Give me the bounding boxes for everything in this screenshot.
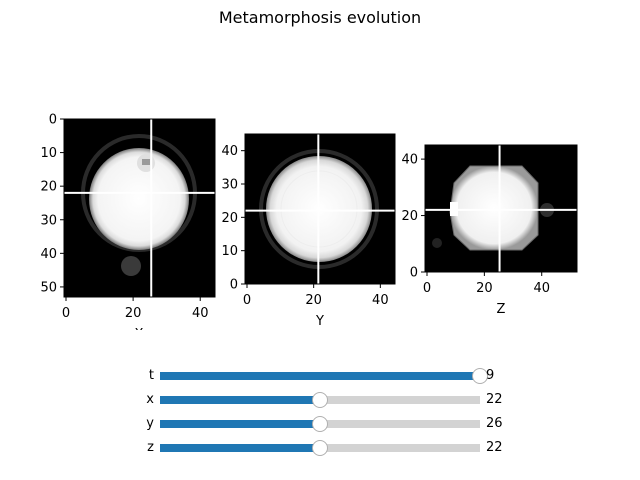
slider-x-label: x: [146, 392, 154, 407]
object-spot: [142, 159, 150, 165]
slider-t[interactable]: t 9: [140, 366, 520, 386]
object-blob: [449, 165, 539, 251]
x-tick-label: 0: [243, 293, 251, 308]
axes-frame: [244, 133, 396, 285]
slider-z-track[interactable]: [160, 440, 480, 456]
slider-x-handle[interactable]: [312, 392, 328, 408]
x-tick-label: 0: [423, 281, 431, 296]
axes-frame: [424, 144, 578, 273]
x-ticks: 0 20 40: [423, 272, 550, 296]
x-axis-label: X: [135, 327, 144, 330]
slider-x-fill: [160, 396, 320, 404]
y-tick-label: 0: [49, 113, 57, 128]
x-tick-label: 20: [476, 281, 493, 296]
slider-z-label: z: [147, 440, 154, 455]
y-tick-label: 40: [221, 144, 238, 159]
y-tick-label: 10: [40, 146, 57, 161]
slider-y-value: 26: [486, 416, 503, 431]
slider-z-value: 22: [486, 440, 503, 455]
y-tick-label: 0: [230, 278, 238, 293]
panel-x-view[interactable]: 0 20 40 0 10 20 30 40 50 X: [0, 0, 640, 330]
x-axis-label: Y: [315, 314, 324, 329]
y-tick-label: 0: [410, 266, 418, 281]
panel-z-view[interactable]: 0 20 40 0 20 40 Z: [0, 0, 640, 330]
figure-title: Metamorphosis evolution: [218, 8, 422, 27]
y-ticks: 0 20 40: [401, 153, 425, 281]
slider-y-track[interactable]: [160, 416, 480, 432]
y-tick-label: 30: [40, 213, 57, 228]
object-side-spot: [432, 238, 442, 248]
y-tick-label: 50: [40, 280, 57, 295]
slider-t-handle[interactable]: [472, 368, 488, 384]
x-tick-label: 40: [372, 293, 389, 308]
slider-t-fill: [160, 372, 480, 380]
x-tick-label: 0: [62, 306, 70, 321]
y-tick-label: 30: [221, 178, 238, 193]
object-blob: [89, 148, 189, 250]
y-ticks: 0 10 20 30 40: [221, 144, 245, 293]
slider-z[interactable]: z 22: [140, 438, 520, 458]
y-tick-label: 20: [401, 209, 418, 224]
slider-x[interactable]: x 22: [140, 390, 520, 410]
slider-t-track[interactable]: [160, 368, 488, 384]
slider-y[interactable]: y 26: [140, 414, 520, 434]
slider-z-fill: [160, 444, 320, 452]
y-ticks: 0 10 20 30 40 50: [40, 113, 64, 295]
x-axis-label: Z: [497, 302, 506, 317]
x-tick-label: 20: [125, 306, 142, 321]
slider-t-value: 9: [486, 368, 495, 383]
axes-frame: [63, 118, 216, 298]
x-tick-label: 40: [192, 306, 209, 321]
object-shadow-blob: [121, 256, 141, 276]
slider-y-handle[interactable]: [312, 416, 328, 432]
y-tick-label: 40: [401, 153, 418, 168]
panel-y-view[interactable]: 0 20 40 0 10 20 30 40 Y: [0, 0, 640, 330]
x-tick-label: 40: [533, 281, 550, 296]
y-tick-label: 40: [40, 247, 57, 262]
slider-z-handle[interactable]: [312, 440, 328, 456]
slider-y-fill: [160, 420, 320, 428]
y-tick-label: 20: [40, 180, 57, 195]
x-tick-label: 20: [305, 293, 322, 308]
x-ticks: 0 20 40: [62, 297, 209, 321]
y-tick-label: 20: [221, 211, 238, 226]
x-ticks: 0 20 40: [243, 284, 389, 308]
slider-x-value: 22: [486, 392, 503, 407]
slider-x-track[interactable]: [160, 392, 480, 408]
slider-y-label: y: [146, 416, 154, 431]
slider-t-label: t: [148, 368, 154, 383]
y-tick-label: 10: [221, 244, 238, 259]
